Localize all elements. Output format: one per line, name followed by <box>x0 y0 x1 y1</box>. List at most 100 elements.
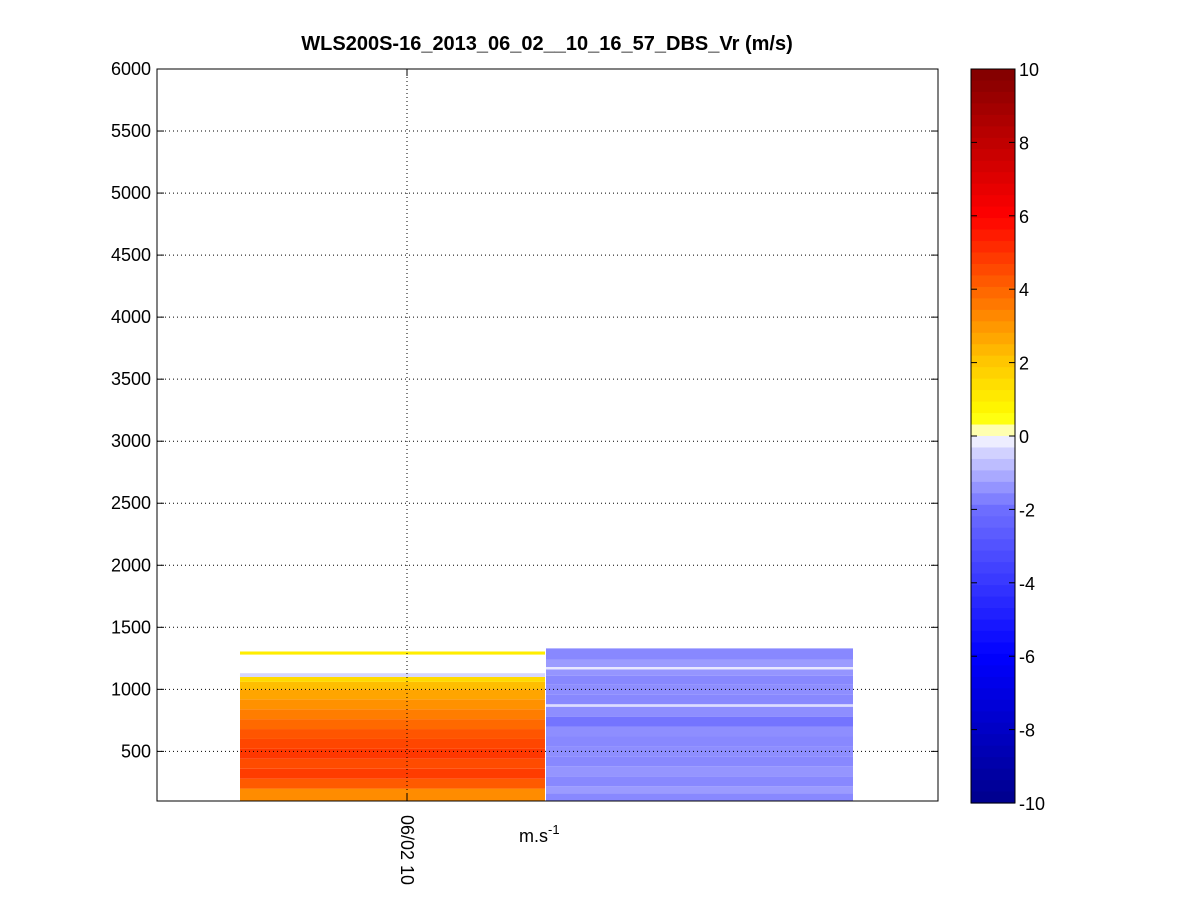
heatmap-cell <box>240 719 545 730</box>
colorbar-swatch <box>971 642 1015 655</box>
colorbar-swatch <box>971 608 1015 621</box>
colorbar-swatch <box>971 711 1015 724</box>
colorbar-swatch <box>971 206 1015 219</box>
colorbar-swatch <box>971 665 1015 678</box>
colorbar-unit-label: m.s-1 <box>519 822 560 846</box>
colorbar-swatch <box>971 745 1015 758</box>
heatmap-cell <box>546 694 853 705</box>
colorbar-swatch <box>971 263 1015 277</box>
colorbar-swatch <box>971 344 1015 357</box>
colorbar-swatch <box>971 309 1015 322</box>
plot-area: 500 1000 1500 2000 2500 3000 3500 4000 4500 5000 5… <box>111 59 939 885</box>
colorbar-tick-label: 10 <box>1019 60 1039 80</box>
colorbar-swatch <box>971 390 1015 403</box>
colorbar-swatch <box>971 791 1015 804</box>
heatmap-cell <box>240 689 545 700</box>
colorbar-tick-label: -10 <box>1019 794 1045 814</box>
colorbar-unit-base: m.s <box>519 826 548 846</box>
colorbar-tick-label: -2 <box>1019 500 1035 520</box>
heatmap-cell <box>546 746 853 757</box>
colorbar-swatch <box>971 378 1015 391</box>
y-tick-label: 4000 <box>111 307 151 327</box>
colorbar-tick-label: -6 <box>1019 647 1035 667</box>
colorbar-swatch <box>971 585 1015 598</box>
colorbar-swatch <box>971 481 1015 494</box>
colorbar-swatch <box>971 241 1015 254</box>
colorbar-swatch <box>971 69 1015 82</box>
colorbar-swatch <box>971 757 1015 770</box>
colorbar-swatch <box>971 562 1015 575</box>
y-tick-label: 5500 <box>111 121 151 141</box>
colorbar-swatch <box>971 332 1015 345</box>
colorbar-swatch <box>971 630 1015 644</box>
colorbar-tick-label: 6 <box>1019 207 1029 227</box>
heatmap-cell <box>240 768 545 779</box>
heatmap-cell <box>546 706 853 717</box>
colorbar-swatch <box>971 195 1015 208</box>
heatmap-cell <box>240 673 545 677</box>
colorbar-swatch <box>971 103 1015 116</box>
colorbar-swatch <box>971 355 1015 368</box>
colorbar-swatch <box>971 768 1015 781</box>
colorbar-swatch <box>971 298 1015 311</box>
colorbar-swatch <box>971 688 1015 701</box>
heatmap-cell <box>240 699 545 710</box>
axes-frame <box>156 68 939 802</box>
colorbar-tick-label: 0 <box>1019 427 1029 447</box>
heatmap-cell <box>546 648 853 660</box>
heatmap-cell <box>240 748 545 759</box>
colorbar-swatch <box>971 780 1015 793</box>
heatmap-cell <box>546 716 853 727</box>
heatmap-cell <box>546 726 853 737</box>
heatmap-column-2 <box>546 648 853 801</box>
colorbar-swatch <box>971 653 1015 666</box>
colorbar-swatch <box>971 275 1015 288</box>
heatmap-cell <box>546 675 853 685</box>
heatmap-cell <box>240 676 545 682</box>
colorbar-tick-label: 8 <box>1019 133 1029 153</box>
y-tick-label: 6000 <box>111 59 151 79</box>
heatmap-cell <box>546 776 853 787</box>
colorbar-swatch <box>971 172 1015 185</box>
heatmap-cell <box>546 667 853 670</box>
heatmap-cell <box>240 738 545 749</box>
heatmap-cell <box>546 756 853 767</box>
colorbar-swatch <box>971 183 1015 196</box>
y-tick-label: 5000 <box>111 183 151 203</box>
y-tick-label: 3000 <box>111 431 151 451</box>
colorbar-swatch <box>971 424 1015 437</box>
heatmap-cell <box>546 766 853 777</box>
heatmap-cell <box>546 736 853 747</box>
heatmap-cell <box>546 659 853 668</box>
colorbar-swatch <box>971 493 1015 506</box>
colorbar-swatch <box>971 470 1015 483</box>
colorbar-swatch <box>971 137 1015 150</box>
chart-title: WLS200S-16_2013_06_02__10_16_57_DBS_Vr (… <box>301 33 792 55</box>
colorbar-swatch <box>971 321 1015 334</box>
y-tick-label: 4500 <box>111 245 151 265</box>
heatmap-cell <box>240 778 545 789</box>
colorbar-tick-label: 4 <box>1019 280 1029 300</box>
colorbar-swatch <box>971 458 1015 472</box>
colorbar-swatch <box>971 436 1015 449</box>
axis-labels: m.s-1 <box>519 822 560 846</box>
colorbar-swatch <box>971 734 1015 747</box>
heatmap-cell <box>546 793 853 801</box>
colorbar-swatch <box>971 114 1015 127</box>
y-tick-label: 500 <box>121 741 151 761</box>
colorbar-swatch <box>971 596 1015 609</box>
colorbar-swatch <box>971 286 1015 299</box>
colorbar-tick-label: 2 <box>1019 354 1029 374</box>
colorbar-swatch <box>971 539 1015 552</box>
colorbar-swatch <box>971 722 1015 735</box>
colorbar-unit-exponent: -1 <box>548 822 560 837</box>
colorbar-tick-label: -4 <box>1019 574 1035 594</box>
colorbar-swatch <box>971 160 1015 173</box>
colorbar-swatch <box>971 367 1015 380</box>
heatmap-cell <box>240 681 545 690</box>
colorbar-swatch <box>971 527 1015 540</box>
colorbar-swatch <box>971 401 1015 414</box>
y-tick-label: 3500 <box>111 369 151 389</box>
colorbar-swatch <box>971 218 1015 231</box>
